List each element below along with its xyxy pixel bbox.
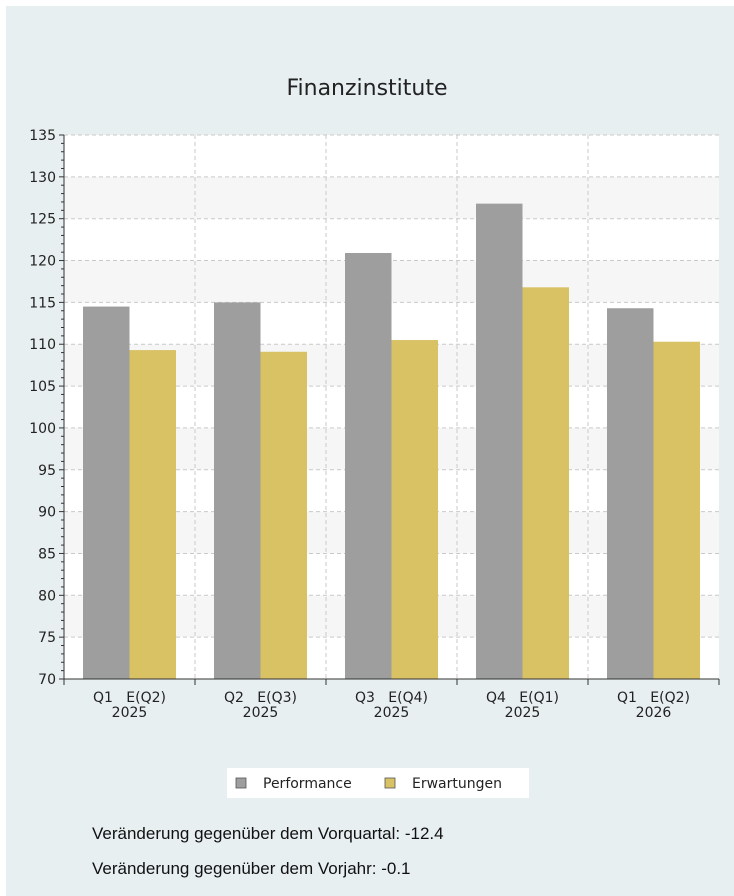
x-tick-label: Q4 E(Q1) [486, 690, 559, 706]
legend-box [227, 768, 529, 798]
y-tick-label: 130 [29, 170, 56, 186]
y-tick-label: 100 [29, 421, 56, 437]
y-tick-label: 105 [29, 379, 56, 395]
bar-erwartungen [260, 351, 307, 679]
y-tick-label: 70 [38, 672, 56, 688]
plot-band [64, 176, 719, 219]
x-tick-label-year: 2025 [505, 705, 541, 721]
x-tick-label: Q3 E(Q4) [355, 690, 428, 706]
x-tick-label-year: 2026 [636, 705, 672, 721]
y-tick-label: 110 [29, 337, 56, 353]
x-tick-label: Q2 E(Q3) [224, 690, 297, 706]
legend-swatch-erwartungen [384, 777, 396, 789]
chart-title: Finanzinstitute [286, 76, 448, 101]
y-tick-label: 85 [38, 546, 56, 562]
y-tick-label: 125 [29, 212, 56, 228]
y-tick-label: 135 [29, 128, 56, 144]
bar-performance [345, 253, 392, 679]
bar-performance [214, 302, 261, 679]
bar-erwartungen [522, 287, 569, 679]
y-tick-label: 95 [38, 463, 56, 479]
bar-erwartungen [653, 341, 700, 679]
legend-label-erwartungen: Erwartungen [412, 776, 502, 792]
legend-swatch-performance [235, 777, 247, 789]
y-tick-label: 120 [29, 254, 56, 270]
y-tick-label: 90 [38, 505, 56, 521]
legend-label-performance: Performance [263, 776, 352, 792]
x-tick-label-year: 2025 [243, 705, 279, 721]
y-tick-label: 80 [38, 588, 56, 604]
bar-performance [607, 308, 654, 679]
bar-erwartungen [391, 340, 438, 679]
x-tick-label: Q1 E(Q2) [93, 690, 166, 706]
y-tick-label: 115 [29, 295, 56, 311]
yoy-change-text: Veränderung gegenüber dem Vorjahr: -0.1 [92, 859, 411, 878]
qoq-change-text: Veränderung gegenüber dem Vorquartal: -1… [92, 824, 444, 843]
bar-performance [476, 203, 523, 679]
bar-performance [83, 306, 130, 679]
bar-erwartungen [129, 350, 176, 679]
x-tick-label-year: 2025 [374, 705, 410, 721]
x-tick-label: Q1 E(Q2) [617, 690, 690, 706]
y-tick-label: 75 [38, 630, 56, 646]
x-tick-label-year: 2025 [112, 705, 148, 721]
